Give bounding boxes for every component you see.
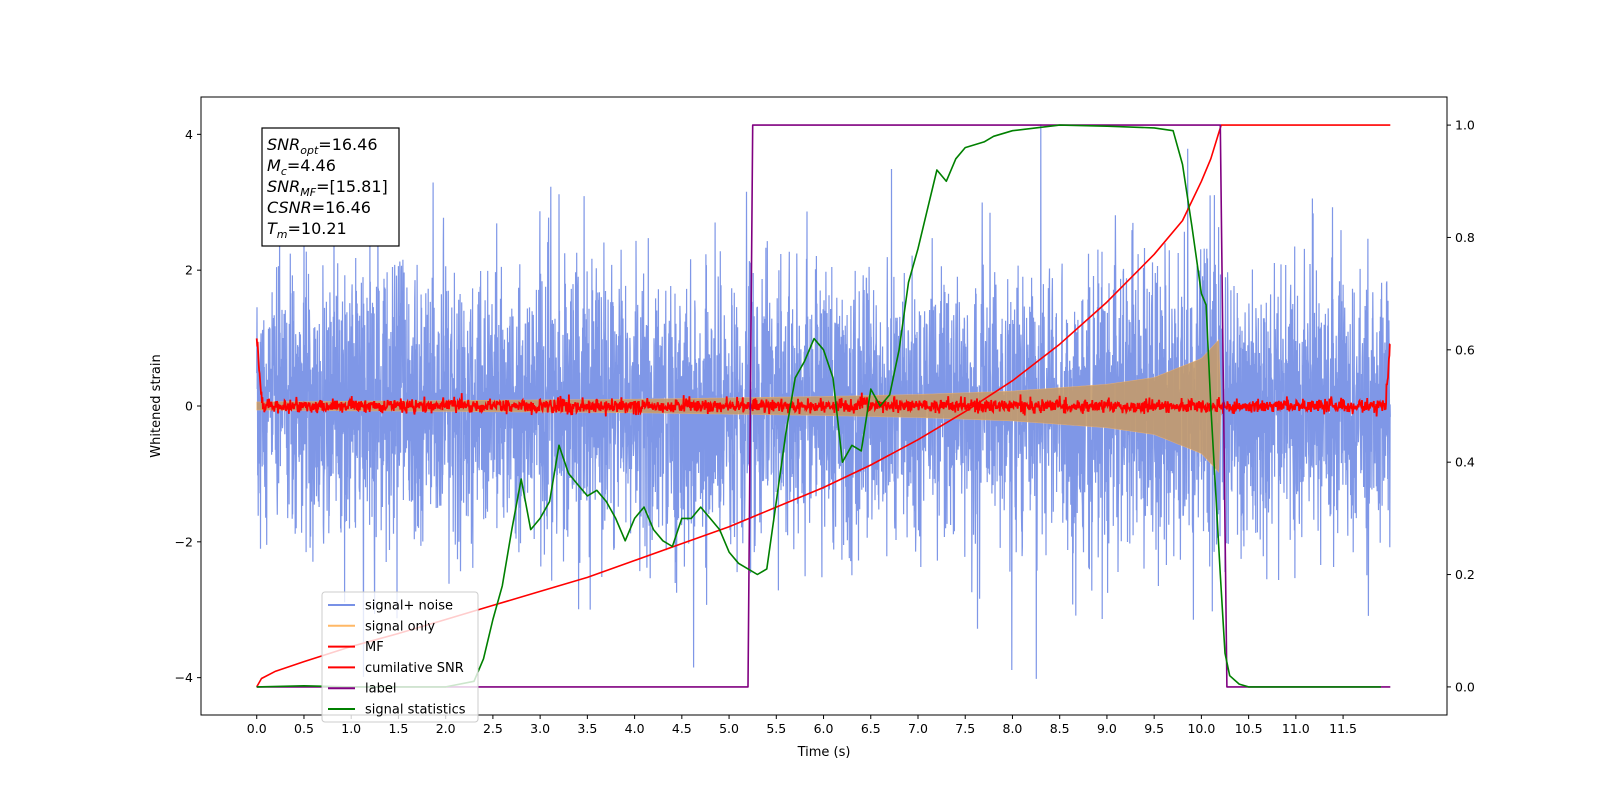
annotation-line: Tm=10.21 bbox=[267, 219, 347, 241]
x-tick-label: 10.0 bbox=[1187, 721, 1215, 736]
y2-tick-label: 0.6 bbox=[1455, 342, 1475, 357]
legend-label: signal only bbox=[365, 619, 435, 634]
y2-tick-label: 1.0 bbox=[1455, 118, 1475, 133]
y2-tick-label: 0.0 bbox=[1455, 679, 1475, 694]
x-tick-label: 11.5 bbox=[1329, 721, 1357, 736]
x-axis-label: Time (s) bbox=[797, 745, 851, 760]
y-tick-label: 0 bbox=[185, 399, 193, 414]
y-axis-label: Whitened strain bbox=[149, 354, 164, 457]
x-tick-label: 3.0 bbox=[530, 721, 550, 736]
annotation-line: Mc=4.46 bbox=[267, 156, 336, 178]
x-tick-label: 11.0 bbox=[1282, 721, 1310, 736]
series-signal-statistics bbox=[256, 124, 1381, 688]
annotation-line: CSNR=16.46 bbox=[267, 198, 371, 217]
x-tick-label: 8.5 bbox=[1050, 721, 1070, 736]
legend-label: label bbox=[365, 682, 396, 697]
y2-tick-label: 0.2 bbox=[1455, 567, 1475, 582]
y-tick-label: 4 bbox=[185, 127, 193, 142]
legend: signal+ noise signal only MF cumilative SNR… bbox=[321, 591, 479, 723]
series-signal-noise bbox=[256, 124, 1391, 679]
legend-label: cumilative SNR bbox=[365, 661, 464, 676]
y-axis-left: −4 −2 0 2 4 bbox=[175, 127, 201, 685]
x-axis: 0.0 0.5 1.0 1.5 2.0 2.5 3.0 3.5 4.0 4.5 5.0 5.5 6.0 6… bbox=[247, 715, 1357, 736]
legend-label: MF bbox=[365, 640, 384, 655]
x-tick-label: 6.0 bbox=[814, 721, 834, 736]
annotation-line: SNRMF=[15.81] bbox=[267, 177, 388, 199]
x-tick-label: 9.5 bbox=[1144, 721, 1164, 736]
x-tick-label: 3.5 bbox=[577, 721, 597, 736]
x-tick-label: 5.0 bbox=[719, 721, 739, 736]
x-tick-label: 4.0 bbox=[625, 721, 645, 736]
x-tick-label: 1.5 bbox=[388, 721, 408, 736]
x-tick-label: 10.5 bbox=[1235, 721, 1263, 736]
x-tick-label: 7.0 bbox=[908, 721, 928, 736]
series-mf bbox=[255, 338, 1391, 417]
y-tick-label: 2 bbox=[185, 263, 193, 278]
x-tick-label: 7.5 bbox=[955, 721, 975, 736]
x-tick-label: 0.5 bbox=[294, 721, 314, 736]
legend-label: signal statistics bbox=[365, 703, 466, 718]
x-tick-label: 2.0 bbox=[436, 721, 456, 736]
y-axis-right: 0.0 0.2 0.4 0.6 0.8 1.0 bbox=[1447, 118, 1475, 694]
annotation-line: SNRopt=16.46 bbox=[267, 135, 378, 157]
legend-label: signal+ noise bbox=[365, 599, 453, 614]
y2-tick-label: 0.4 bbox=[1455, 455, 1475, 470]
y-tick-label: −2 bbox=[175, 534, 193, 549]
x-tick-label: 6.5 bbox=[861, 721, 881, 736]
x-tick-label: 9.0 bbox=[1097, 721, 1117, 736]
x-tick-label: 1.0 bbox=[341, 721, 361, 736]
x-tick-label: 2.5 bbox=[483, 721, 503, 736]
legend-frame bbox=[321, 591, 479, 723]
x-tick-label: 5.5 bbox=[766, 721, 786, 736]
y2-tick-label: 0.8 bbox=[1455, 230, 1475, 245]
x-tick-label: 8.0 bbox=[1003, 721, 1023, 736]
annotation-frame bbox=[261, 127, 400, 247]
x-tick-label: 4.5 bbox=[672, 721, 692, 736]
x-tick-label: 0.0 bbox=[247, 721, 267, 736]
y-tick-label: −4 bbox=[175, 670, 193, 685]
annotation-box: SNRopt=16.46Mc=4.46SNRMF=[15.81]CSNR=16.… bbox=[261, 127, 400, 247]
